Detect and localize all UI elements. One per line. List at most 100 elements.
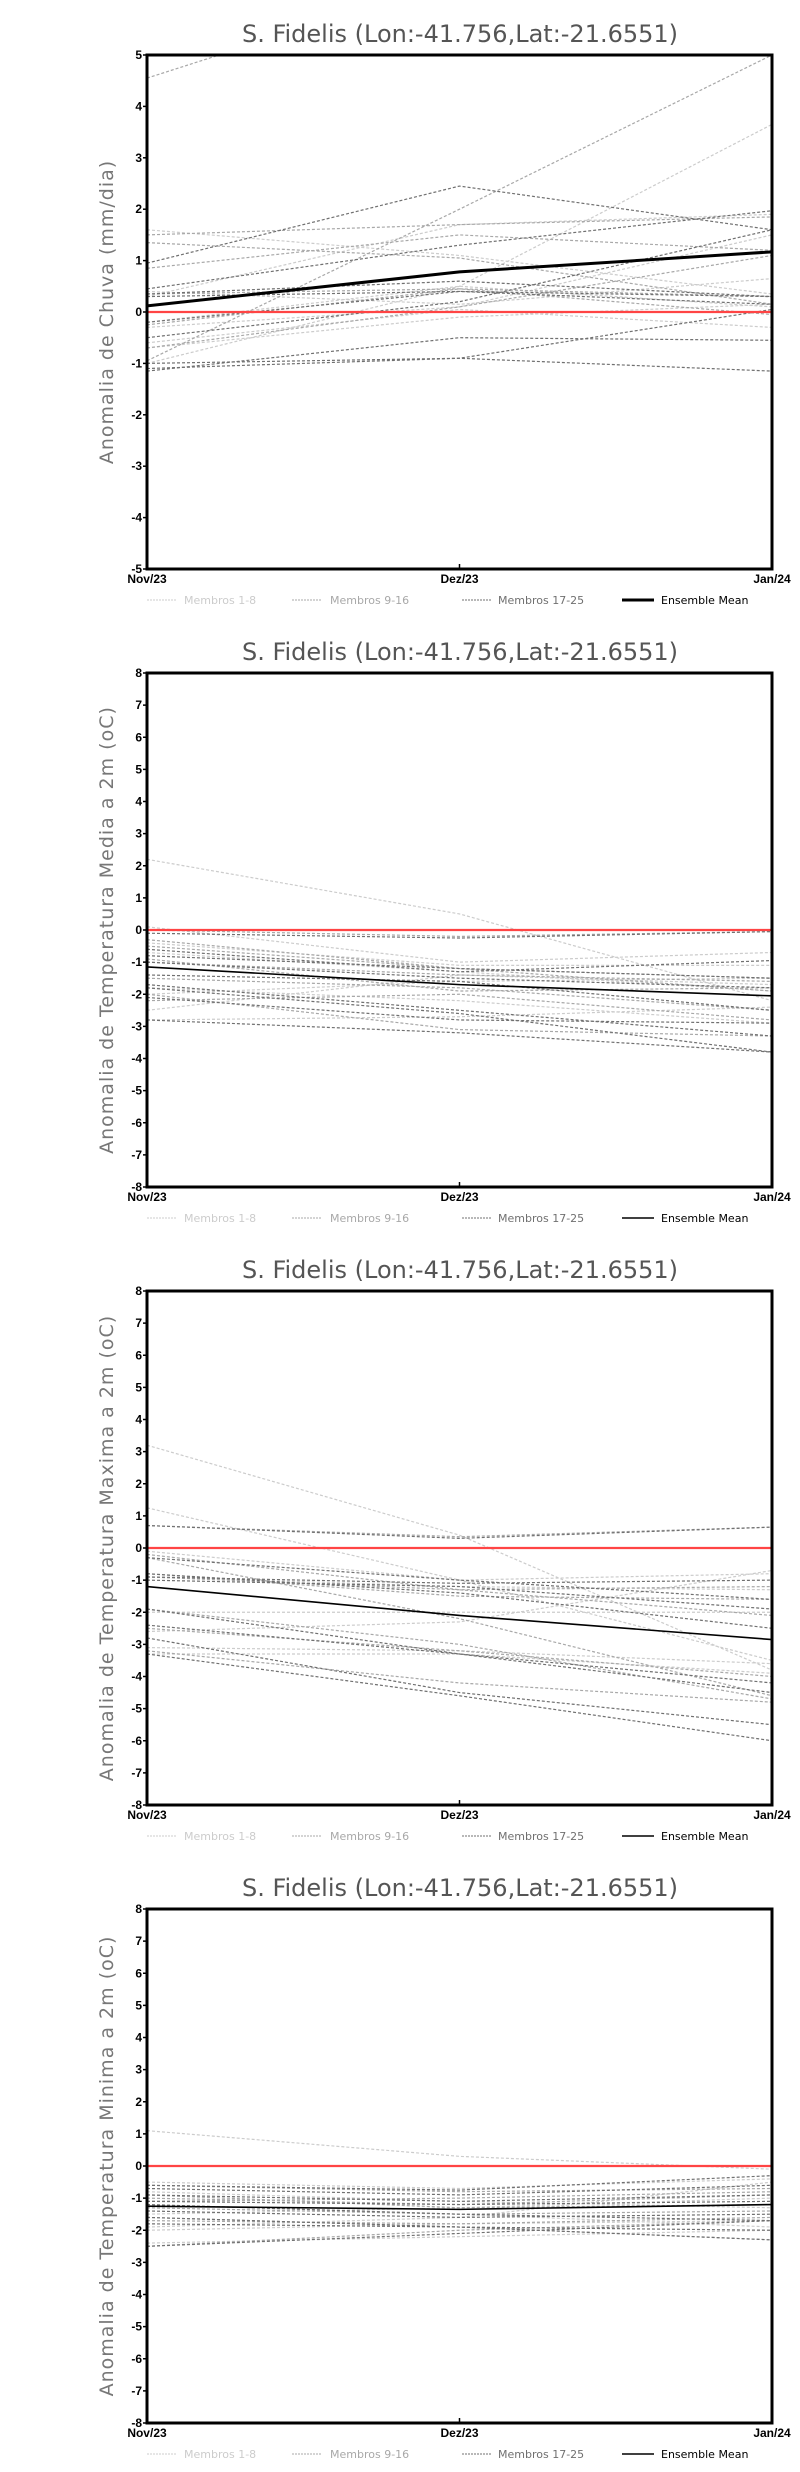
chart-title: S. Fidelis (Lon:-41.756,Lat:-21.6551): [242, 638, 678, 666]
y-tick-label: 1: [135, 254, 142, 268]
member-line-1-8: [147, 987, 772, 1024]
legend-label: Membros 9-16: [330, 594, 409, 607]
member-line-17-25: [147, 1653, 772, 1742]
y-tick-label: 4: [135, 1413, 142, 1427]
y-tick-label: -8: [131, 1180, 142, 1194]
member-line-9-16: [147, 55, 772, 362]
y-tick-label: 1: [135, 2127, 142, 2141]
member-line-1-8: [147, 2178, 772, 2190]
y-tick-label: 4: [135, 2031, 142, 2045]
x-tick-label: Jan/24: [753, 1808, 791, 1822]
legend-label: Membros 1-8: [184, 1212, 256, 1225]
member-line-9-16: [147, 1573, 772, 1600]
y-tick-label: -4: [131, 1052, 142, 1066]
y-tick-label: -3: [131, 2255, 142, 2269]
x-tick-label: Dez/23: [440, 572, 478, 586]
y-tick-label: -8: [131, 1798, 142, 1812]
y-tick-label: 8: [135, 1284, 142, 1298]
y-tick-label: 5: [135, 48, 142, 62]
member-line-17-25: [147, 955, 772, 979]
plot-area: [147, 2130, 772, 2247]
y-tick-label: 8: [135, 666, 142, 680]
legend-label: Ensemble Mean: [661, 594, 748, 607]
member-line-17-25: [147, 1576, 772, 1584]
y-tick-label: 4: [135, 99, 142, 113]
member-line-9-16: [147, 1553, 772, 1617]
legend-label: Membros 1-8: [184, 1830, 256, 1843]
member-line-9-16: [147, 234, 772, 269]
y-tick-label: 6: [135, 730, 142, 744]
member-line-17-25: [147, 229, 772, 339]
y-axis-label: Anomalia de Chuva (mm/dia): [96, 160, 118, 464]
y-tick-label: 2: [135, 859, 142, 873]
legend-label: Membros 9-16: [330, 1830, 409, 1843]
legend-label: Membros 17-25: [498, 2448, 584, 2461]
y-tick-label: 3: [135, 2063, 142, 2077]
y-tick-label: -1: [131, 1573, 142, 1587]
y-tick-label: 3: [135, 827, 142, 841]
member-line-9-16: [147, 993, 772, 1037]
y-tick-label: 0: [135, 1541, 142, 1555]
y-tick-label: -6: [131, 1734, 142, 1748]
y-tick-label: 1: [135, 891, 142, 905]
plot-area: [147, 55, 772, 372]
member-line-9-16: [147, 2184, 772, 2193]
y-tick-label: -5: [131, 1702, 142, 1716]
y-tick-label: -1: [131, 955, 142, 969]
y-tick-label: -3: [131, 1019, 142, 1033]
x-tick-label: Jan/24: [753, 572, 791, 586]
member-line-1-8: [147, 942, 772, 966]
legend-label: Membros 9-16: [330, 2448, 409, 2461]
y-tick-label: -5: [131, 1084, 142, 1098]
x-tick-label: Dez/23: [440, 1190, 478, 1204]
member-line-9-16: [147, 939, 772, 992]
member-line-1-8: [147, 1569, 772, 1633]
legend-label: Membros 1-8: [184, 594, 256, 607]
member-line-17-25: [147, 2200, 772, 2206]
y-tick-label: 2: [135, 1477, 142, 1491]
y-tick-label: -2: [131, 2223, 142, 2237]
member-line-17-25: [147, 1579, 772, 1610]
member-line-17-25: [147, 308, 772, 370]
y-axis-label: Anomalia de Temperatura Maxima a 2m (oC): [96, 1315, 118, 1781]
y-tick-label: -4: [131, 511, 142, 525]
chart-panel: S. Fidelis (Lon:-41.756,Lat:-21.6551) Ano…: [96, 1256, 791, 1843]
y-tick-label: -7: [131, 2384, 142, 2398]
y-tick-label: 6: [135, 1348, 142, 1362]
y-tick-label: 5: [135, 1998, 142, 2012]
member-line-1-8: [147, 2130, 772, 2170]
x-tick-label: Dez/23: [440, 2426, 478, 2440]
plot-area: [147, 858, 772, 1053]
y-tick-label: -2: [131, 987, 142, 1001]
member-line-1-8: [147, 308, 772, 344]
ensemble-mean-line: [147, 250, 772, 308]
x-tick-label: Nov/23: [127, 1190, 167, 1204]
legend-label: Membros 9-16: [330, 1212, 409, 1225]
member-line-17-25: [147, 1573, 772, 1629]
y-tick-label: 4: [135, 795, 142, 809]
member-line-9-16: [147, 977, 772, 1011]
y-tick-label: 2: [135, 202, 142, 216]
x-tick-label: Nov/23: [127, 572, 167, 586]
member-line-1-8: [147, 2229, 772, 2244]
y-tick-label: -6: [131, 1116, 142, 1130]
y-tick-label: 8: [135, 1902, 142, 1916]
member-line-17-25: [147, 1019, 772, 1053]
y-tick-label: 3: [135, 1445, 142, 1459]
member-line-1-8: [147, 303, 772, 349]
member-line-9-16: [147, 2191, 772, 2202]
member-line-17-25: [147, 2216, 772, 2241]
member-line-17-25: [147, 2184, 772, 2196]
chart-title: S. Fidelis (Lon:-41.756,Lat:-21.6551): [242, 1256, 678, 1284]
y-axis-label: Anomalia de Temperatura Media a 2m (oC): [96, 706, 118, 1154]
chart-title: S. Fidelis (Lon:-41.756,Lat:-21.6551): [242, 1874, 678, 1902]
y-tick-label: -5: [131, 2320, 142, 2334]
member-line-9-16: [147, 945, 772, 979]
ensemble-mean-line: [147, 2203, 772, 2211]
member-line-17-25: [147, 948, 772, 973]
member-line-9-16: [147, 958, 772, 992]
y-tick-label: -7: [131, 1766, 142, 1780]
y-tick-label: 0: [135, 2159, 142, 2173]
member-line-17-25: [147, 290, 772, 305]
